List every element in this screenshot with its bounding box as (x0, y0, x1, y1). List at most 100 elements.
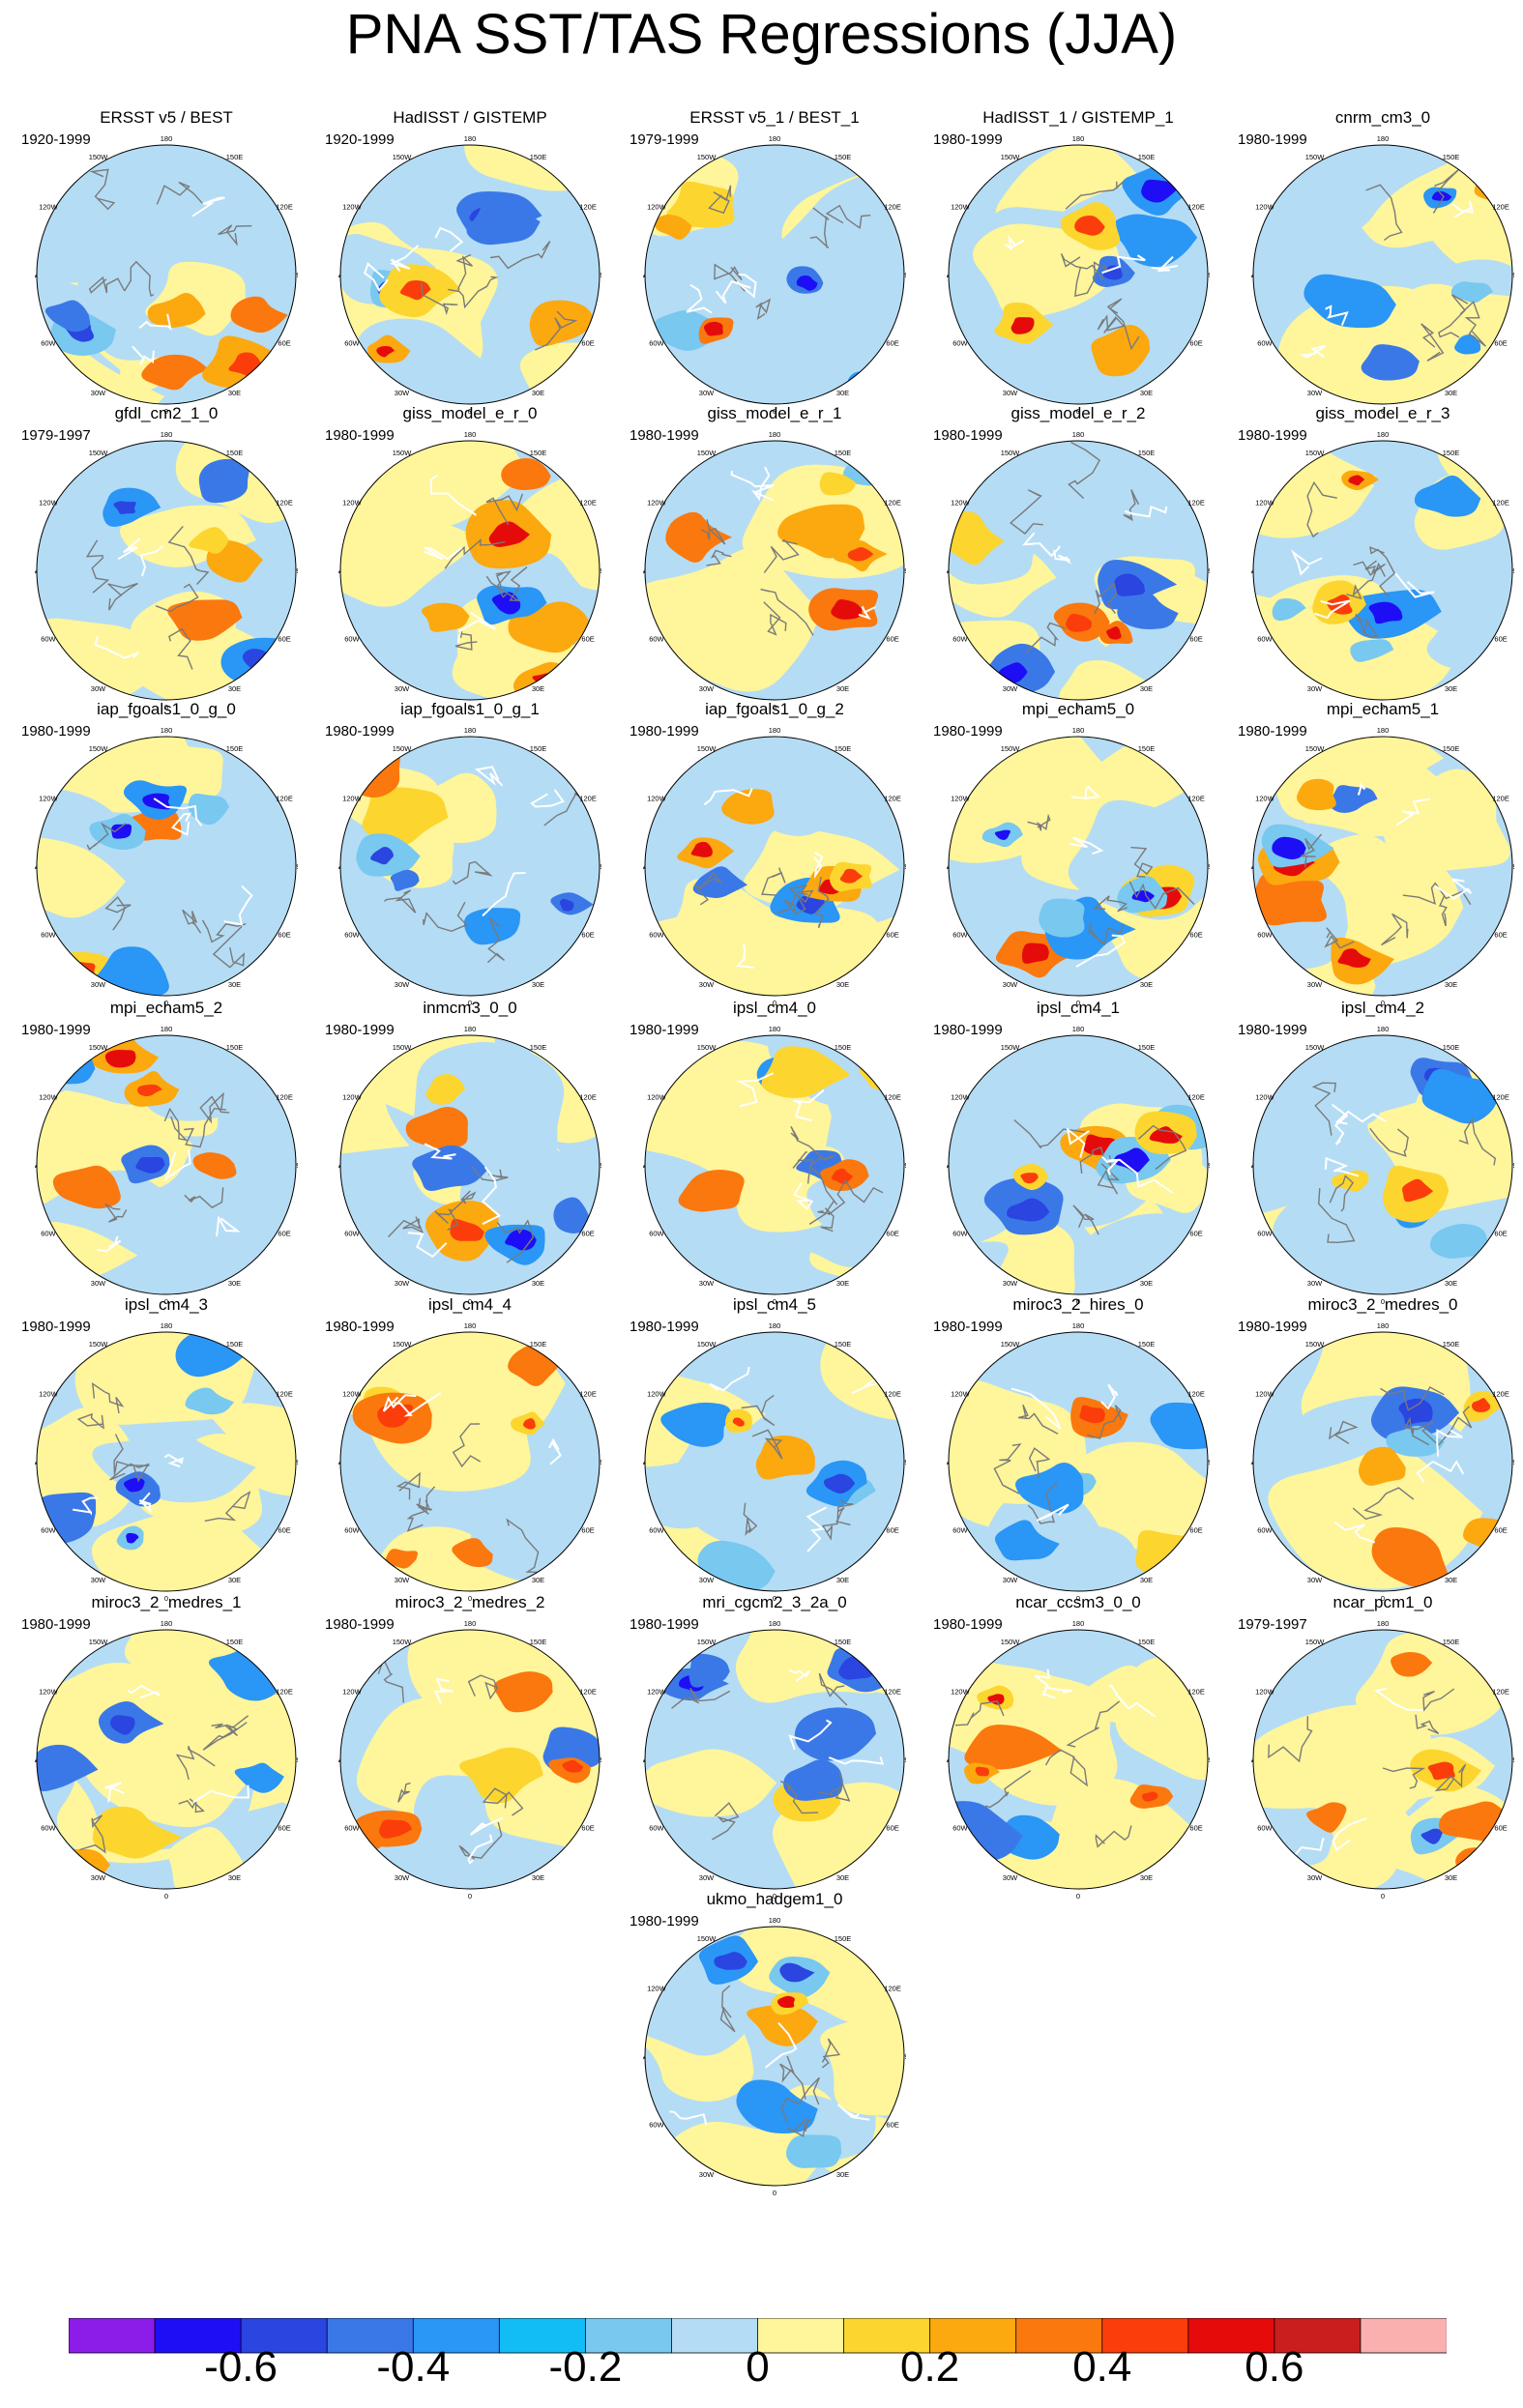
longitude-label: 90W (947, 1161, 951, 1170)
coastline (1106, 298, 1140, 351)
coastline-white (1416, 1460, 1465, 1483)
coastline-white (481, 1166, 502, 1226)
longitude-label: 0 (1076, 703, 1080, 710)
longitude-label: 150W (1305, 1340, 1326, 1349)
panel-title: iap_fgoals1_0_g_2 (705, 700, 844, 718)
longitude-label: 150W (393, 1043, 413, 1052)
anomaly-core (450, 1218, 484, 1241)
longitude-label: 90W (947, 566, 951, 575)
panel-title: ipsl_cm4_5 (733, 1295, 816, 1314)
coastline-white (788, 1719, 833, 1751)
anomaly-core (1327, 595, 1353, 615)
panel-period: 1980-1999 (933, 1022, 1003, 1038)
anomaly-core (831, 599, 863, 620)
longitude-label: 150E (226, 744, 244, 753)
longitude-label: 180 (769, 1916, 781, 1925)
longitude-label: 120W (39, 1688, 59, 1697)
longitude-label: 180 (1072, 1321, 1085, 1330)
polar-map: 180 150E 120E 90E 60E 30E 0 30W 60W 90W 120W 150W (338, 726, 601, 1005)
polar-map: 180 150E 120E 90E 60E 30E 0 30W 60W 90W 120W 150W (1251, 1025, 1514, 1304)
longitude-label: 150W (89, 1043, 109, 1052)
coastline (1028, 1447, 1051, 1479)
longitude-label: 0 (773, 1594, 776, 1601)
coastline (1352, 1487, 1415, 1521)
longitude-label: 30W (395, 1576, 410, 1584)
anomaly-region (198, 458, 249, 504)
longitude-label: 90E (904, 1161, 906, 1170)
longitude-label: 120E (1187, 1688, 1205, 1697)
longitude-label: 60W (1257, 1526, 1273, 1535)
coastline-white (1434, 878, 1473, 900)
polar-map: 180 150E 120E 90E 60E 30E 0 30W 60W 90W 120W 150W (947, 1025, 1210, 1304)
longitude-label: 90E (1512, 862, 1514, 871)
anomaly-core (109, 1715, 135, 1735)
anomaly-core (1149, 1126, 1183, 1144)
longitude-label: 30W (91, 980, 106, 989)
anomaly-core (1464, 1853, 1492, 1876)
longitude-label: 120E (579, 795, 597, 803)
coastline-white (390, 245, 420, 273)
longitude-label: 0 (1381, 703, 1385, 710)
coastline-white (192, 1784, 249, 1804)
map-boundary (948, 1034, 1209, 1295)
polar-map: 180 150E 120E 90E 60E 30E 0 30W 60W 90W 120W 150W (338, 430, 601, 710)
coastline-white (1010, 1387, 1062, 1430)
anomaly-core (1420, 1828, 1443, 1844)
anomaly-region (1039, 898, 1085, 938)
anomaly-region (534, 1670, 600, 1737)
longitude-label: 60W (1257, 339, 1273, 348)
longitude-label: 90W (338, 271, 342, 279)
anomaly-region (1358, 1446, 1406, 1486)
map-panel: giss_model_e_r_0 1980-1999 180 150E 120E 90E 6… (325, 404, 615, 710)
longitude-label: 0 (773, 1892, 776, 1899)
longitude-label: 90W (338, 862, 342, 871)
longitude-label: 60E (1494, 1526, 1507, 1535)
coastline-white (813, 851, 824, 880)
anomaly-region (987, 737, 1128, 849)
coastline (708, 185, 732, 215)
coastline (458, 276, 499, 309)
map-panel: ncar_pcm1_0 1979-1997 180 150E 120E 90E 60E 30E… (1238, 1593, 1523, 1899)
longitude-label: 120E (884, 1390, 901, 1399)
anomaly-region (412, 1145, 488, 1192)
longitude-label: 90W (35, 1161, 39, 1170)
longitude-label: 0 (1381, 1892, 1385, 1899)
anomaly-core (1021, 943, 1049, 964)
polar-map: 180 150E 120E 90E 60E 30E 0 30W 60W 90W 120W 150W (947, 1619, 1210, 1899)
longitude-label: 180 (1072, 726, 1085, 735)
longitude-label: 120E (884, 1985, 901, 1993)
anomaly-region (1416, 164, 1512, 290)
coastline (1079, 1146, 1112, 1175)
coastline-white (482, 871, 526, 917)
coastline (808, 1156, 838, 1225)
colorbar-tick-label: 0.4 (1072, 2343, 1132, 2391)
coastline (1088, 922, 1125, 945)
longitude-label: 150E (1138, 1340, 1156, 1349)
anomaly-core (379, 1819, 413, 1839)
anomaly-region (688, 1653, 730, 1688)
polar-map: 180 150E 120E 90E 60E 30E 0 30W 60W 90W 120W 150W (338, 1025, 601, 1304)
map-boundary (948, 440, 1209, 701)
page-title: PNA SST/TAS Regressions (JJA) (345, 3, 1178, 66)
longitude-label: 0 (1381, 999, 1385, 1005)
longitude-label: 60E (278, 1526, 290, 1535)
longitude-label: 120W (647, 1688, 667, 1697)
coastline-white (1066, 1127, 1090, 1158)
longitude-label: 180 (1072, 134, 1085, 143)
longitude-label: 60E (278, 635, 290, 644)
panel-period: 1920-1999 (21, 131, 91, 148)
map-panel: HadISST_1 / GISTEMP_1 1980-1999 180 150E 120… (933, 108, 1223, 414)
anomaly-region (501, 457, 551, 491)
map-panel: cnrm_cm3_0 1980-1999 180 150E 120E 90E 60E 30E 0… (1238, 108, 1523, 414)
colorbar-swatch (584, 2318, 673, 2354)
coastline-white (1436, 1428, 1463, 1457)
longitude-label: 60W (649, 1526, 664, 1535)
colorbar-tick-label: 0.2 (900, 2343, 960, 2391)
coastline (760, 589, 814, 636)
longitude-label: 0 (468, 1594, 472, 1601)
anomaly-core (137, 1084, 162, 1097)
coastline (1086, 1405, 1123, 1439)
coastline (482, 1787, 524, 1816)
